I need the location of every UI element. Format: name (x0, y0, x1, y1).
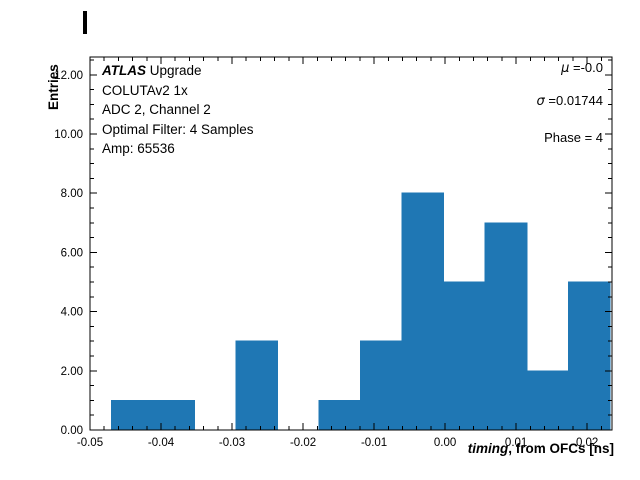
tick-label: 0.01 (505, 437, 527, 449)
histogram-bar (318, 399, 362, 431)
plot-frame (89, 56, 613, 431)
info-line: COLUTAv2 1x (102, 82, 188, 98)
tick-label: 0.00 (61, 425, 83, 437)
histogram-bar (235, 340, 278, 431)
tick-label: -0.05 (77, 437, 103, 449)
sigma-symbol: σ (536, 94, 545, 109)
tick-label: 0.00 (434, 437, 456, 449)
mu-symbol: μ (561, 61, 570, 76)
tick-label: 12.00 (54, 70, 83, 82)
histogram-bar (360, 340, 403, 431)
histogram-bar (484, 222, 528, 431)
histogram-bar (526, 370, 569, 431)
sigma-value: =0.01744 (544, 93, 603, 108)
atlas-label: ATLAS (102, 63, 146, 78)
tick-label: 10.00 (54, 129, 83, 141)
mu-value: =-0.0 (569, 60, 603, 75)
histogram-bar (401, 192, 445, 431)
atlas-label-rest: Upgrade (146, 63, 202, 78)
info-line: Amp: 65536 (102, 141, 175, 156)
tick-label: 8.00 (61, 188, 83, 200)
tick-label: -0.03 (219, 437, 245, 449)
histogram-bar (110, 399, 154, 431)
y-axis-overflow-mark (83, 11, 87, 34)
tick-label: -0.02 (290, 437, 316, 449)
phase-value: Phase = 4 (544, 130, 603, 145)
stat-phase: Phase = 4 (544, 130, 603, 145)
tick-label: 2.00 (61, 366, 83, 378)
info-line: Optimal Filter: 4 Samples (102, 121, 254, 137)
x-axis-title-italic: timing (467, 441, 509, 456)
info-text-block: ATLAS Upgrade COLUTAv2 1x ADC 2, Channel… (102, 61, 254, 159)
histogram-bar (443, 281, 486, 431)
tick-label: 4.00 (61, 307, 83, 319)
stat-sigma: σ =0.01744 (537, 93, 603, 109)
info-line-atlas: ATLAS Upgrade (102, 61, 254, 81)
tick-label: -0.01 (361, 437, 387, 449)
histogram-bar (152, 399, 195, 431)
tick-label: 0.02 (576, 437, 598, 449)
y-axis-title: Entries (46, 64, 61, 110)
x-axis-title-rest: , from OFCs [ns] (508, 441, 614, 456)
tick-label: -0.04 (148, 437, 175, 449)
stat-mu: μ =-0.0 (561, 60, 603, 76)
info-line: ADC 2, Channel 2 (102, 102, 211, 117)
histogram-bar (567, 281, 611, 431)
tick-label: 6.00 (61, 247, 83, 259)
x-axis-title: timing, from OFCs [ns] (468, 441, 614, 456)
